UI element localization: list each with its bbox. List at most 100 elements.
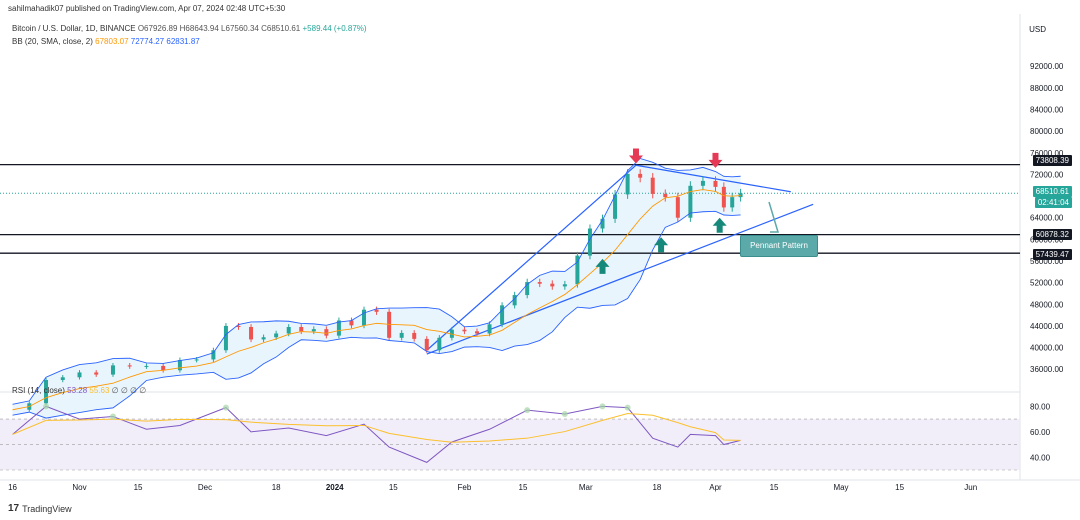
- time-tick-label: Nov: [72, 483, 86, 492]
- candle-body: [437, 337, 442, 351]
- candle-body: [650, 177, 655, 194]
- candle-body: [562, 284, 567, 287]
- candle-body: [638, 173, 643, 178]
- time-tick-label: 16: [8, 483, 17, 492]
- up-arrow-icon: [595, 258, 610, 274]
- time-tick-label: 15: [895, 483, 904, 492]
- candle-body: [713, 180, 718, 187]
- candle-body: [613, 194, 618, 219]
- countdown-label: 02:41:04: [1034, 197, 1072, 208]
- candle-body: [311, 329, 316, 332]
- ohlc-change: +589.44 (+0.87%): [302, 24, 367, 33]
- rsi-overbought-marker: [624, 404, 631, 411]
- candle-body: [730, 197, 735, 208]
- candle-body: [324, 329, 329, 336]
- time-tick-label: 18: [652, 483, 661, 492]
- candle-body: [177, 359, 182, 371]
- pennant-pattern-label: Pennant Pattern: [740, 235, 818, 257]
- price-tick-label: 64000.00: [1030, 214, 1064, 223]
- price-tick-label: 48000.00: [1030, 300, 1064, 309]
- candle-body: [424, 338, 429, 351]
- rsi-overbought-marker: [43, 403, 50, 410]
- up-arrow-icon: [712, 217, 727, 233]
- price-tick-label: 84000.00: [1030, 106, 1064, 115]
- candle-body: [525, 282, 530, 296]
- candle-body: [600, 218, 605, 229]
- tradingview-logo[interactable]: 17 TradingView: [8, 503, 72, 514]
- time-tick-label: 15: [134, 483, 143, 492]
- rsi-tick-label: 80.00: [1030, 402, 1051, 411]
- down-arrow-icon: [628, 148, 643, 164]
- bb-lower-value: 62831.87: [166, 37, 200, 46]
- candle-body: [249, 326, 254, 340]
- candle-body: [94, 372, 99, 375]
- candle-body: [399, 332, 404, 338]
- candle-body: [274, 333, 279, 338]
- price-tick-label: 72000.00: [1030, 170, 1064, 179]
- candle-body: [550, 283, 555, 287]
- rsi-overbought-marker: [109, 413, 116, 420]
- candle-body: [474, 331, 479, 334]
- candle-body: [286, 326, 291, 334]
- bollinger-fill: [12, 158, 741, 419]
- bb-basis-value: 67803.07: [95, 37, 129, 46]
- candle-body: [575, 255, 580, 285]
- down-arrow-icon: [708, 152, 723, 168]
- candle-body: [211, 350, 216, 360]
- time-tick-label: Dec: [198, 483, 212, 492]
- pennant-upper-right-line: [635, 164, 791, 193]
- rsi-value: 53.28: [67, 386, 88, 395]
- price-tick-label: 36000.00: [1030, 365, 1064, 374]
- candle-body: [512, 295, 517, 306]
- candle-body: [500, 305, 505, 325]
- candle-body: [161, 365, 166, 371]
- price-tick-label: 40000.00: [1030, 344, 1064, 353]
- candle-body: [77, 372, 82, 378]
- rsi-name[interactable]: RSI (14, close): [12, 386, 65, 395]
- rsi-ma-value: 55.63: [89, 386, 110, 395]
- current-price-label: 68510.61: [1032, 186, 1072, 197]
- time-tick-label: 18: [272, 483, 281, 492]
- candle-body: [537, 282, 542, 284]
- candle-body: [236, 325, 241, 327]
- tradingview-logo-text: TradingView: [22, 503, 72, 514]
- currency-label[interactable]: USD: [1029, 25, 1046, 34]
- bb-name[interactable]: BB (20, SMA, close, 2): [12, 37, 93, 46]
- rsi-overbought-marker: [222, 404, 229, 411]
- candle-body: [362, 309, 367, 326]
- time-tick-label: 15: [389, 483, 398, 492]
- candle-body: [625, 173, 630, 195]
- time-tick-label: Jun: [964, 483, 977, 492]
- rsi-line: [12, 405, 741, 463]
- time-tick-label: 2024: [326, 483, 344, 492]
- candle-body: [721, 186, 726, 208]
- bollinger-basis-line: [12, 189, 741, 411]
- symbol-name[interactable]: Bitcoin / U.S. Dollar, 1D, BINANCE: [12, 24, 136, 33]
- candle-body: [194, 359, 199, 361]
- ohlc-high: H68643.94: [179, 24, 219, 33]
- candle-body: [688, 185, 693, 218]
- candle-body: [110, 365, 115, 375]
- candle-body: [336, 320, 341, 336]
- ohlc-open: O67926.89: [137, 24, 178, 33]
- rsi-overbought-marker: [561, 411, 568, 417]
- symbol-legend: Bitcoin / U.S. Dollar, 1D, BINANCE O6792…: [12, 24, 367, 33]
- candle-body: [700, 180, 705, 186]
- candle-body: [487, 324, 492, 334]
- time-tick-label: May: [833, 483, 848, 492]
- candle-body: [127, 365, 132, 367]
- bollinger-lower-line: [12, 210, 741, 419]
- candle-body: [299, 326, 304, 332]
- pennant-upper-left-line: [426, 164, 637, 351]
- candle-body: [261, 337, 266, 340]
- support-1-price-label: 60878.32: [1032, 229, 1072, 240]
- price-tick-label: 80000.00: [1030, 127, 1064, 136]
- publisher-line: sahilmahadik07 published on TradingView.…: [8, 4, 286, 13]
- candle-body: [144, 365, 149, 367]
- candle-body: [44, 380, 49, 404]
- price-tick-label: 92000.00: [1030, 62, 1064, 71]
- candle-body: [462, 329, 467, 332]
- price-tick-label: 88000.00: [1030, 84, 1064, 93]
- bb-legend: BB (20, SMA, close, 2) 67803.07 72774.27…: [12, 37, 200, 46]
